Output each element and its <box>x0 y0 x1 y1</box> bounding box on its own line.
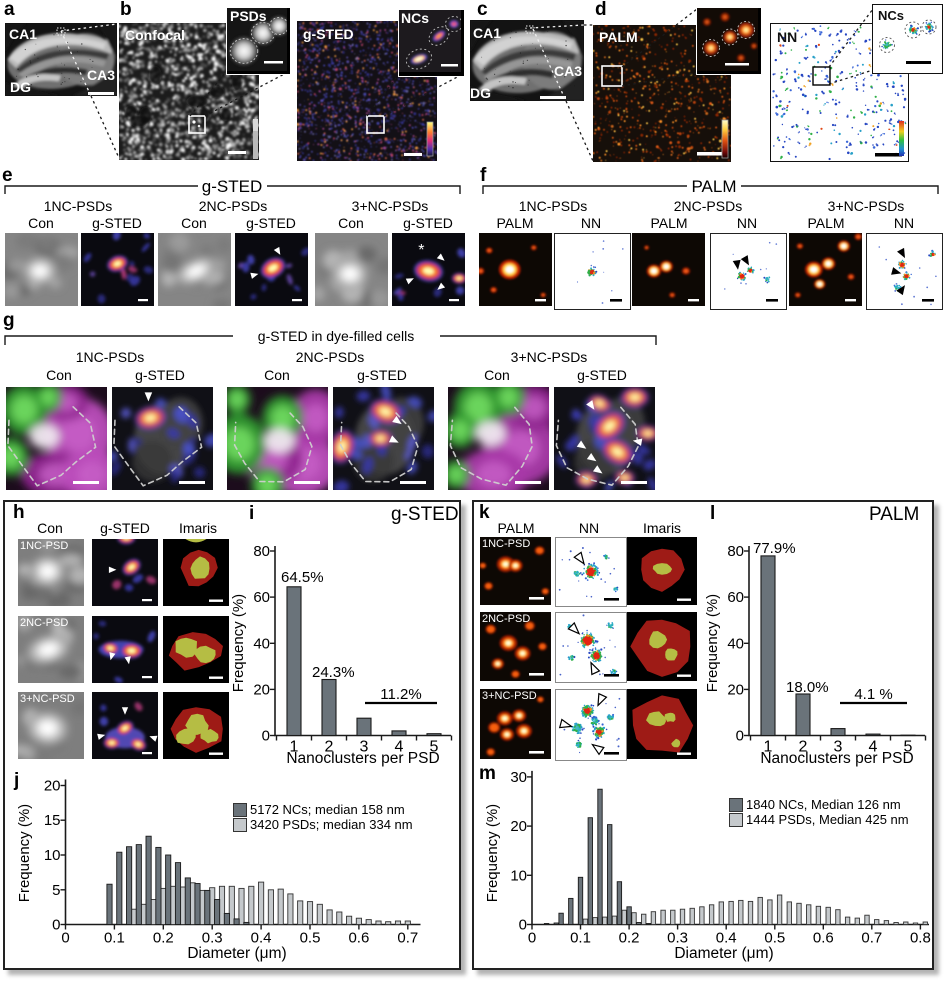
svg-text:5: 5 <box>52 882 60 899</box>
svg-text:2: 2 <box>799 739 808 756</box>
svg-text:5: 5 <box>904 739 913 756</box>
svg-text:80: 80 <box>727 543 744 560</box>
svg-text:0.5: 0.5 <box>764 930 785 947</box>
svg-text:0: 0 <box>52 917 60 934</box>
svg-text:2: 2 <box>325 739 334 756</box>
svg-text:Frequency (%): Frequency (%) <box>704 594 721 692</box>
svg-text:0.1: 0.1 <box>104 930 125 947</box>
svg-text:10: 10 <box>510 867 527 884</box>
svg-text:80: 80 <box>253 543 270 560</box>
svg-text:40: 40 <box>253 635 270 652</box>
svg-text:4.1 %: 4.1 % <box>854 686 892 703</box>
svg-text:60: 60 <box>727 589 744 606</box>
svg-text:0: 0 <box>519 917 527 934</box>
svg-text:0: 0 <box>61 930 69 947</box>
svg-text:Nanoclusters per PSD: Nanoclusters per PSD <box>760 750 913 767</box>
svg-text:Frequency (%): Frequency (%) <box>230 594 247 692</box>
svg-text:60: 60 <box>253 589 270 606</box>
svg-text:0.4: 0.4 <box>716 930 737 947</box>
svg-text:5: 5 <box>430 739 439 756</box>
svg-text:18.0%: 18.0% <box>786 679 829 696</box>
svg-text:0.2: 0.2 <box>153 930 174 947</box>
svg-text:20: 20 <box>253 681 270 698</box>
svg-text:0.8: 0.8 <box>910 930 931 947</box>
svg-text:0.6: 0.6 <box>348 930 369 947</box>
svg-text:0: 0 <box>262 728 270 745</box>
svg-text:4: 4 <box>869 739 878 756</box>
svg-text:Frequency (%): Frequency (%) <box>16 804 33 902</box>
svg-text:77.9%: 77.9% <box>753 540 796 557</box>
svg-text:3: 3 <box>834 739 843 756</box>
svg-text:24.3%: 24.3% <box>312 664 355 681</box>
svg-text:*: * <box>418 242 424 259</box>
svg-text:3: 3 <box>360 739 369 756</box>
svg-text:20: 20 <box>44 778 61 795</box>
svg-text:10: 10 <box>44 847 61 864</box>
svg-text:0.7: 0.7 <box>397 930 418 947</box>
svg-text:4: 4 <box>395 739 404 756</box>
svg-text:40: 40 <box>727 635 744 652</box>
svg-text:0.5: 0.5 <box>300 930 321 947</box>
svg-text:20: 20 <box>510 818 527 835</box>
svg-text:11.2%: 11.2% <box>380 686 421 703</box>
svg-text:0.4: 0.4 <box>251 930 272 947</box>
svg-text:0: 0 <box>736 728 744 745</box>
svg-text:15: 15 <box>44 812 61 829</box>
svg-text:0.1: 0.1 <box>570 930 591 947</box>
svg-text:30: 30 <box>510 769 527 786</box>
svg-text:Nanoclusters per PSD: Nanoclusters per PSD <box>286 750 439 767</box>
svg-text:1: 1 <box>290 739 299 756</box>
svg-text:0.3: 0.3 <box>202 930 223 947</box>
svg-text:Frequency (%): Frequency (%) <box>484 804 501 902</box>
svg-text:1: 1 <box>764 739 773 756</box>
svg-text:64.5%: 64.5% <box>281 569 324 586</box>
svg-text:0.3: 0.3 <box>667 930 688 947</box>
svg-text:0: 0 <box>528 930 536 947</box>
svg-text:20: 20 <box>727 681 744 698</box>
svg-text:0.7: 0.7 <box>861 930 882 947</box>
svg-text:0.2: 0.2 <box>619 930 640 947</box>
svg-text:0.6: 0.6 <box>813 930 834 947</box>
